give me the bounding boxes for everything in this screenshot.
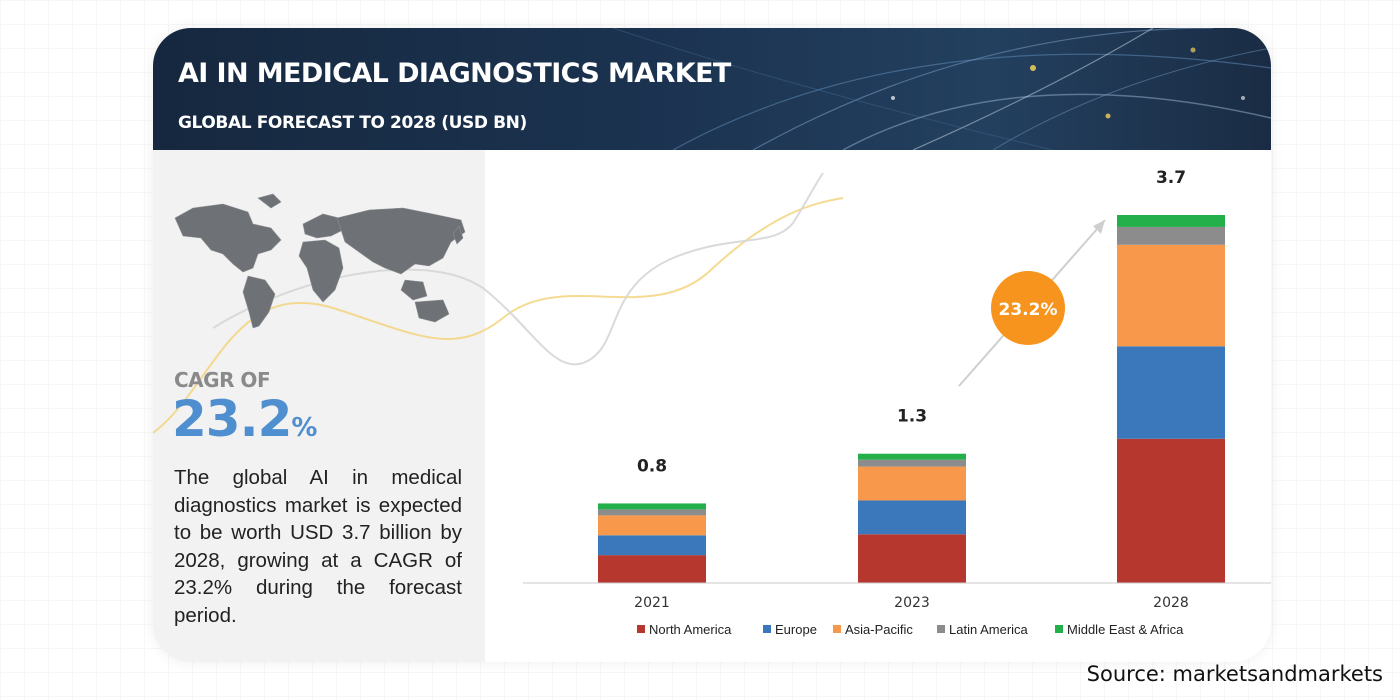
x-tick-label: 2023 (894, 595, 930, 611)
cagr-percent-sign: % (291, 413, 317, 443)
bar-segment-2023-asia-pacific (858, 466, 966, 501)
bar-segment-2023-north-america (858, 534, 966, 583)
header-banner: AI IN MEDICAL DIAGNOSTICS MARKET GLOBAL … (153, 28, 1271, 150)
world-map-icon (174, 193, 466, 329)
bar-segment-2021-asia-pacific (598, 515, 706, 536)
chart-canvas: 0.8 2021 1.3 2023 3.7 2028 23.2% North Americ… (153, 168, 1271, 637)
legend-swatch (763, 625, 771, 633)
market-description: The global AI in medical diagnostics mar… (174, 466, 462, 627)
legend-label: Middle East & Africa (1067, 622, 1184, 637)
bar-segment-2023-middle-east-africa (858, 453, 966, 460)
header-light-streaks (612, 28, 1271, 150)
chart-legend: North America Europe Asia-Pacific Latin Ame… (637, 622, 1184, 637)
bar-total-label: 1.3 (897, 407, 927, 427)
legend-label: Asia-Pacific (845, 622, 913, 637)
growth-badge: 23.2% (991, 271, 1065, 345)
legend-swatch (637, 625, 645, 633)
bar-total-label: 0.8 (637, 456, 667, 476)
bar-segment-2021-europe (598, 535, 706, 556)
bar-segment-2028-north-america (1117, 438, 1225, 583)
growth-badge-label: 23.2% (999, 300, 1058, 320)
infographic-card: AI IN MEDICAL DIAGNOSTICS MARKET GLOBAL … (153, 28, 1271, 662)
bar-segment-2028-latin-america (1117, 226, 1225, 245)
legend-swatch (1055, 625, 1063, 633)
chart-subtitle: GLOBAL FORECAST TO 2028 (USD BN) (178, 113, 527, 133)
x-tick-label: 2021 (634, 595, 670, 611)
bar-segment-2028-europe (1117, 346, 1225, 439)
bar-segment-2028-middle-east-africa (1117, 215, 1225, 227)
cagr-number: 23.2 (172, 390, 292, 448)
bar-segment-2028-asia-pacific (1117, 244, 1225, 347)
bar-segment-2021-latin-america (598, 509, 706, 516)
bar-segment-2021-middle-east-africa (598, 503, 706, 510)
bar-segment-2021-north-america (598, 555, 706, 583)
source-credit: Source: marketsandmarkets (1086, 662, 1383, 686)
bar-total-label: 3.7 (1156, 168, 1186, 188)
x-tick-label: 2028 (1153, 595, 1189, 611)
bar-segment-2023-latin-america (858, 459, 966, 467)
legend-label: Europe (775, 622, 817, 637)
legend-swatch (937, 625, 945, 633)
legend-swatch (833, 625, 841, 633)
stacked-bar-chart: 0.8 2021 1.3 2023 3.7 2028 (598, 168, 1225, 611)
chart-title: AI IN MEDICAL DIAGNOSTICS MARKET (178, 58, 731, 89)
legend-label: North America (649, 622, 732, 637)
bar-segment-2023-europe (858, 500, 966, 535)
cagr-label: CAGR OF (174, 368, 271, 392)
legend-label: Latin America (949, 622, 1029, 637)
cagr-value: 23.2% (172, 390, 317, 448)
